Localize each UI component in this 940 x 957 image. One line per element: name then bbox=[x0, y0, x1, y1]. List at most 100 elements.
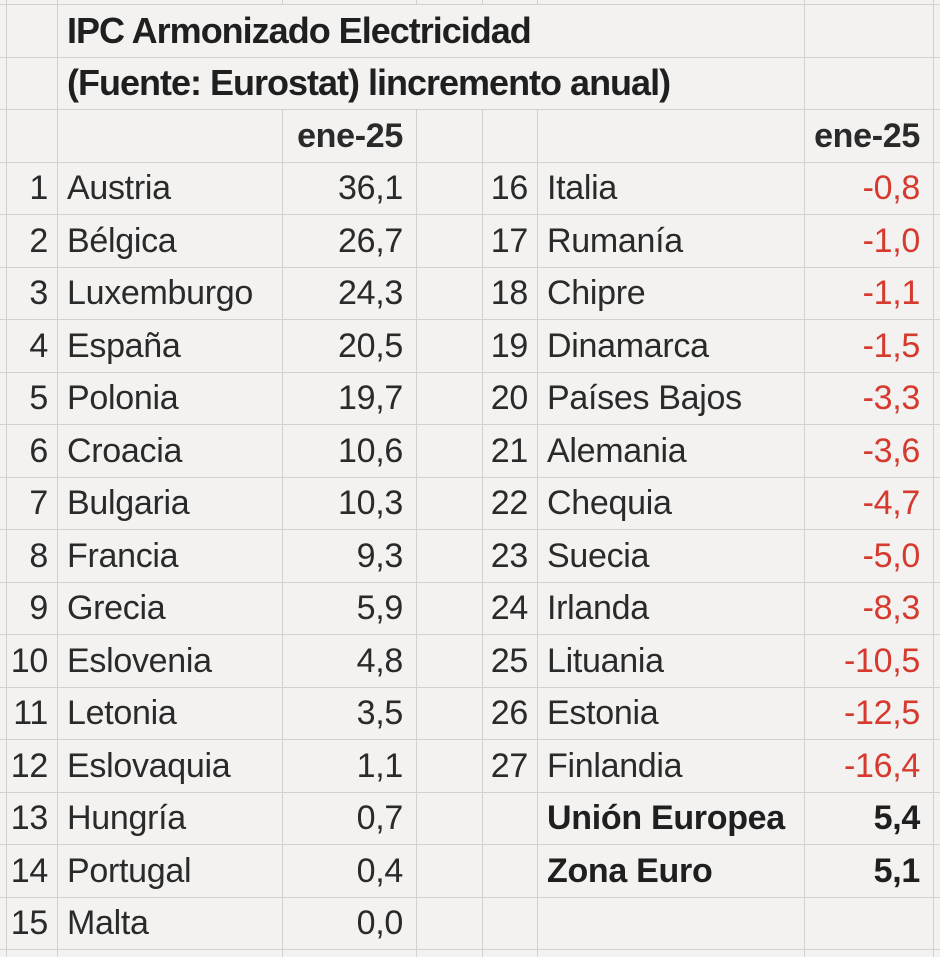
rank-cell bbox=[483, 897, 538, 950]
country-cell: Francia bbox=[58, 530, 283, 583]
value-cell: -5,0 bbox=[805, 530, 934, 583]
empty-rank-cell bbox=[483, 110, 538, 163]
left-margin-cell bbox=[0, 425, 7, 478]
rank-cell: 7 bbox=[7, 477, 58, 530]
margin-cell bbox=[934, 0, 940, 5]
margin-cell bbox=[0, 0, 7, 5]
left-margin-cell bbox=[0, 530, 7, 583]
spacer-cell bbox=[417, 320, 483, 373]
left-margin-cell bbox=[0, 372, 7, 425]
margin-cell bbox=[0, 950, 7, 957]
right-margin-cell bbox=[934, 163, 940, 215]
country-cell: Países Bajos bbox=[538, 372, 805, 425]
country-cell: Italia bbox=[538, 162, 805, 215]
empty-rank-cell bbox=[7, 5, 58, 58]
left-margin-cell bbox=[0, 477, 7, 530]
empty-rank-cell bbox=[7, 57, 58, 110]
spacer-cell bbox=[417, 635, 483, 688]
spacer-cell bbox=[417, 530, 483, 583]
value-cell: 36,1 bbox=[283, 162, 417, 215]
value-cell: -3,6 bbox=[805, 425, 934, 478]
country-cell: Lituania bbox=[538, 635, 805, 688]
margin-cell bbox=[283, 0, 417, 5]
left-margin-cell bbox=[0, 162, 7, 215]
country-cell: Chequia bbox=[538, 477, 805, 530]
rank-cell: 16 bbox=[483, 162, 538, 215]
rank-cell: 14 bbox=[7, 845, 58, 898]
country-cell: Hungría bbox=[58, 792, 283, 845]
right-margin-cell bbox=[934, 793, 940, 845]
right-margin-cell bbox=[934, 845, 940, 898]
margin-cell bbox=[538, 950, 805, 957]
value-cell: 0,7 bbox=[283, 792, 417, 845]
empty-country-cell bbox=[538, 110, 805, 163]
rank-cell: 13 bbox=[7, 792, 58, 845]
country-cell: Estonia bbox=[538, 687, 805, 740]
left-margin-cell bbox=[0, 110, 7, 163]
left-margin-cell bbox=[0, 687, 7, 740]
rank-cell: 27 bbox=[483, 740, 538, 793]
value-cell: 9,3 bbox=[283, 530, 417, 583]
country-cell: Chipre bbox=[538, 267, 805, 320]
country-cell: España bbox=[58, 320, 283, 373]
country-cell: Polonia bbox=[58, 372, 283, 425]
left-margin-cell bbox=[0, 845, 7, 898]
value-cell: 4,8 bbox=[283, 635, 417, 688]
table-title: IPC Armonizado Electricidad bbox=[58, 5, 805, 58]
country-cell: Suecia bbox=[538, 530, 805, 583]
spacer-cell bbox=[417, 215, 483, 268]
spacer-cell bbox=[417, 162, 483, 215]
country-cell: Irlanda bbox=[538, 582, 805, 635]
rank-cell: 11 bbox=[7, 687, 58, 740]
country-cell: Finlandia bbox=[538, 740, 805, 793]
margin-cell bbox=[58, 0, 283, 5]
rank-cell: 20 bbox=[483, 372, 538, 425]
left-margin-cell bbox=[0, 897, 7, 950]
rank-cell: 19 bbox=[483, 320, 538, 373]
country-cell: Bulgaria bbox=[58, 477, 283, 530]
right-margin-cell bbox=[934, 478, 940, 530]
country-cell: Dinamarca bbox=[538, 320, 805, 373]
value-cell: 24,3 bbox=[283, 267, 417, 320]
country-cell: Zona Euro bbox=[538, 845, 805, 898]
rank-cell: 10 bbox=[7, 635, 58, 688]
value-cell: 0,0 bbox=[283, 897, 417, 950]
country-cell: Croacia bbox=[58, 425, 283, 478]
rank-cell: 9 bbox=[7, 582, 58, 635]
margin-cell bbox=[417, 0, 483, 5]
right-margin-cell bbox=[934, 583, 940, 635]
rank-cell: 6 bbox=[7, 425, 58, 478]
rank-cell: 5 bbox=[7, 372, 58, 425]
table-subtitle: (Fuente: Eurostat) lincremento anual) bbox=[58, 57, 805, 110]
spacer-cell bbox=[417, 740, 483, 793]
value-cell: -1,1 bbox=[805, 267, 934, 320]
margin-cell bbox=[7, 0, 58, 5]
spacer-cell bbox=[417, 897, 483, 950]
value-cell: 5,9 bbox=[283, 582, 417, 635]
value-cell bbox=[805, 897, 934, 950]
spacer-cell bbox=[417, 267, 483, 320]
value-cell: -1,5 bbox=[805, 320, 934, 373]
rank-cell: 18 bbox=[483, 267, 538, 320]
country-cell: Rumanía bbox=[538, 215, 805, 268]
right-margin-cell bbox=[934, 5, 940, 58]
country-cell bbox=[538, 897, 805, 950]
right-margin-cell bbox=[934, 635, 940, 688]
right-margin-cell bbox=[934, 215, 940, 268]
spacer-cell bbox=[417, 425, 483, 478]
right-margin-cell bbox=[934, 110, 940, 163]
country-cell: Austria bbox=[58, 162, 283, 215]
rank-cell: 4 bbox=[7, 320, 58, 373]
value-cell: -0,8 bbox=[805, 162, 934, 215]
left-margin-cell bbox=[0, 57, 7, 110]
country-cell: Malta bbox=[58, 897, 283, 950]
value-cell: 1,1 bbox=[283, 740, 417, 793]
value-cell: 5,4 bbox=[805, 792, 934, 845]
left-margin-cell bbox=[0, 792, 7, 845]
rank-cell: 3 bbox=[7, 267, 58, 320]
value-cell: 5,1 bbox=[805, 845, 934, 898]
value-cell: 0,4 bbox=[283, 845, 417, 898]
column-header-ene25-left: ene-25 bbox=[283, 110, 417, 163]
value-cell: 10,6 bbox=[283, 425, 417, 478]
empty-rank-cell bbox=[7, 110, 58, 163]
